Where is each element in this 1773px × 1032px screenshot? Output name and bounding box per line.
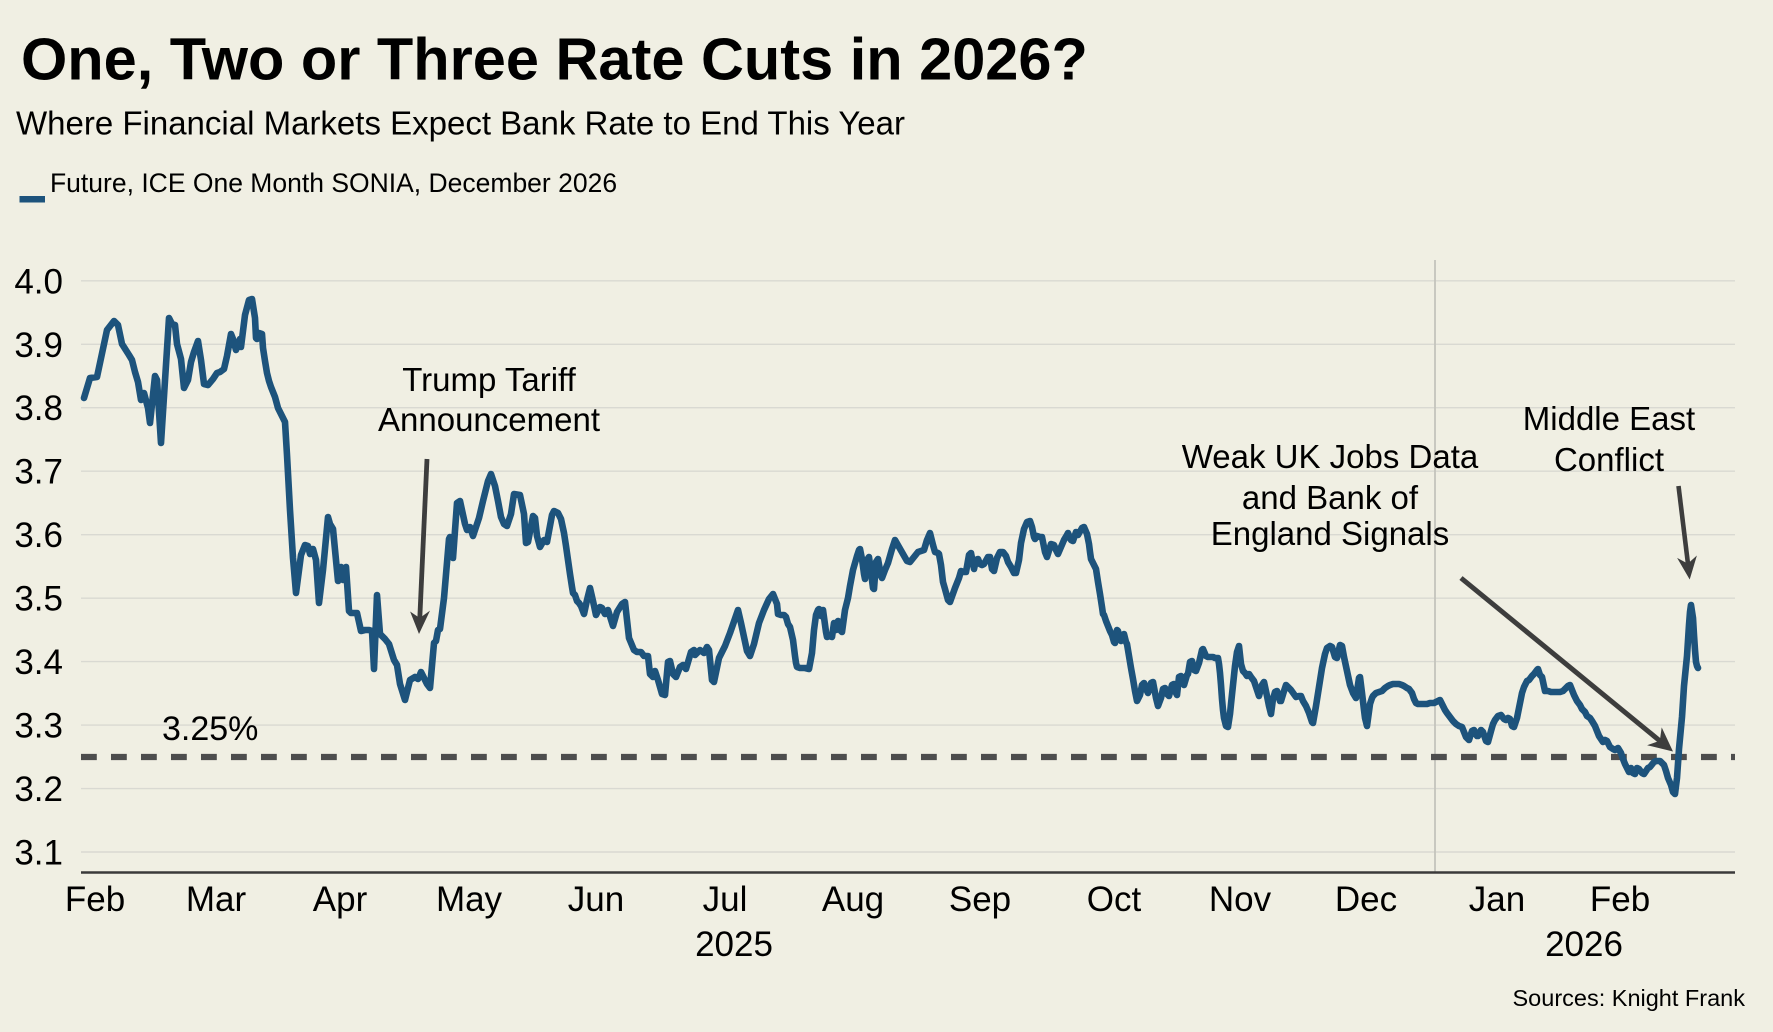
svg-text:3.4: 3.4	[14, 643, 63, 682]
svg-text:Sources: Knight Frank: Sources: Knight Frank	[1513, 985, 1746, 1011]
svg-text:Jul: Jul	[703, 880, 748, 919]
svg-text:3.6: 3.6	[14, 516, 63, 555]
svg-text:3.9: 3.9	[14, 326, 63, 365]
svg-text:3.1: 3.1	[14, 834, 63, 873]
svg-text:Jan: Jan	[1469, 880, 1525, 919]
svg-text:2026: 2026	[1545, 925, 1623, 964]
svg-text:One, Two or Three Rate Cuts in: One, Two or Three Rate Cuts in 2026?	[21, 25, 1088, 92]
svg-text:Jun: Jun	[568, 880, 624, 919]
svg-text:Feb: Feb	[1590, 880, 1650, 919]
svg-text:Trump Tariff: Trump Tariff	[402, 361, 576, 398]
svg-text:Middle East: Middle East	[1523, 400, 1695, 437]
svg-text:Announcement: Announcement	[378, 401, 600, 438]
svg-text:Nov: Nov	[1209, 880, 1272, 919]
svg-text:3.25%: 3.25%	[162, 710, 258, 748]
svg-text:3.3: 3.3	[14, 707, 63, 746]
svg-text:4.0: 4.0	[14, 262, 63, 301]
svg-text:and Bank of: and Bank of	[1242, 479, 1419, 516]
svg-text:Conflict: Conflict	[1554, 441, 1664, 478]
svg-text:Weak UK Jobs Data: Weak UK Jobs Data	[1182, 438, 1479, 475]
svg-text:3.8: 3.8	[14, 389, 63, 428]
svg-text:Future, ICE One Month SONIA, D: Future, ICE One Month SONIA, December 20…	[50, 168, 617, 198]
svg-text:Oct: Oct	[1087, 880, 1142, 919]
svg-text:2025: 2025	[695, 925, 773, 964]
svg-text:Dec: Dec	[1335, 880, 1397, 919]
svg-text:3.5: 3.5	[14, 580, 63, 619]
svg-text:Feb: Feb	[65, 880, 125, 919]
svg-text:3.7: 3.7	[14, 453, 63, 492]
svg-text:3.2: 3.2	[14, 770, 63, 809]
svg-text:Aug: Aug	[822, 880, 884, 919]
svg-text:Apr: Apr	[313, 880, 368, 919]
svg-text:Where Financial Markets Expect: Where Financial Markets Expect Bank Rate…	[16, 105, 905, 142]
svg-text:May: May	[436, 880, 503, 919]
svg-text:Sep: Sep	[949, 880, 1011, 919]
svg-text:England Signals: England Signals	[1211, 515, 1450, 552]
svg-text:Mar: Mar	[186, 880, 247, 919]
